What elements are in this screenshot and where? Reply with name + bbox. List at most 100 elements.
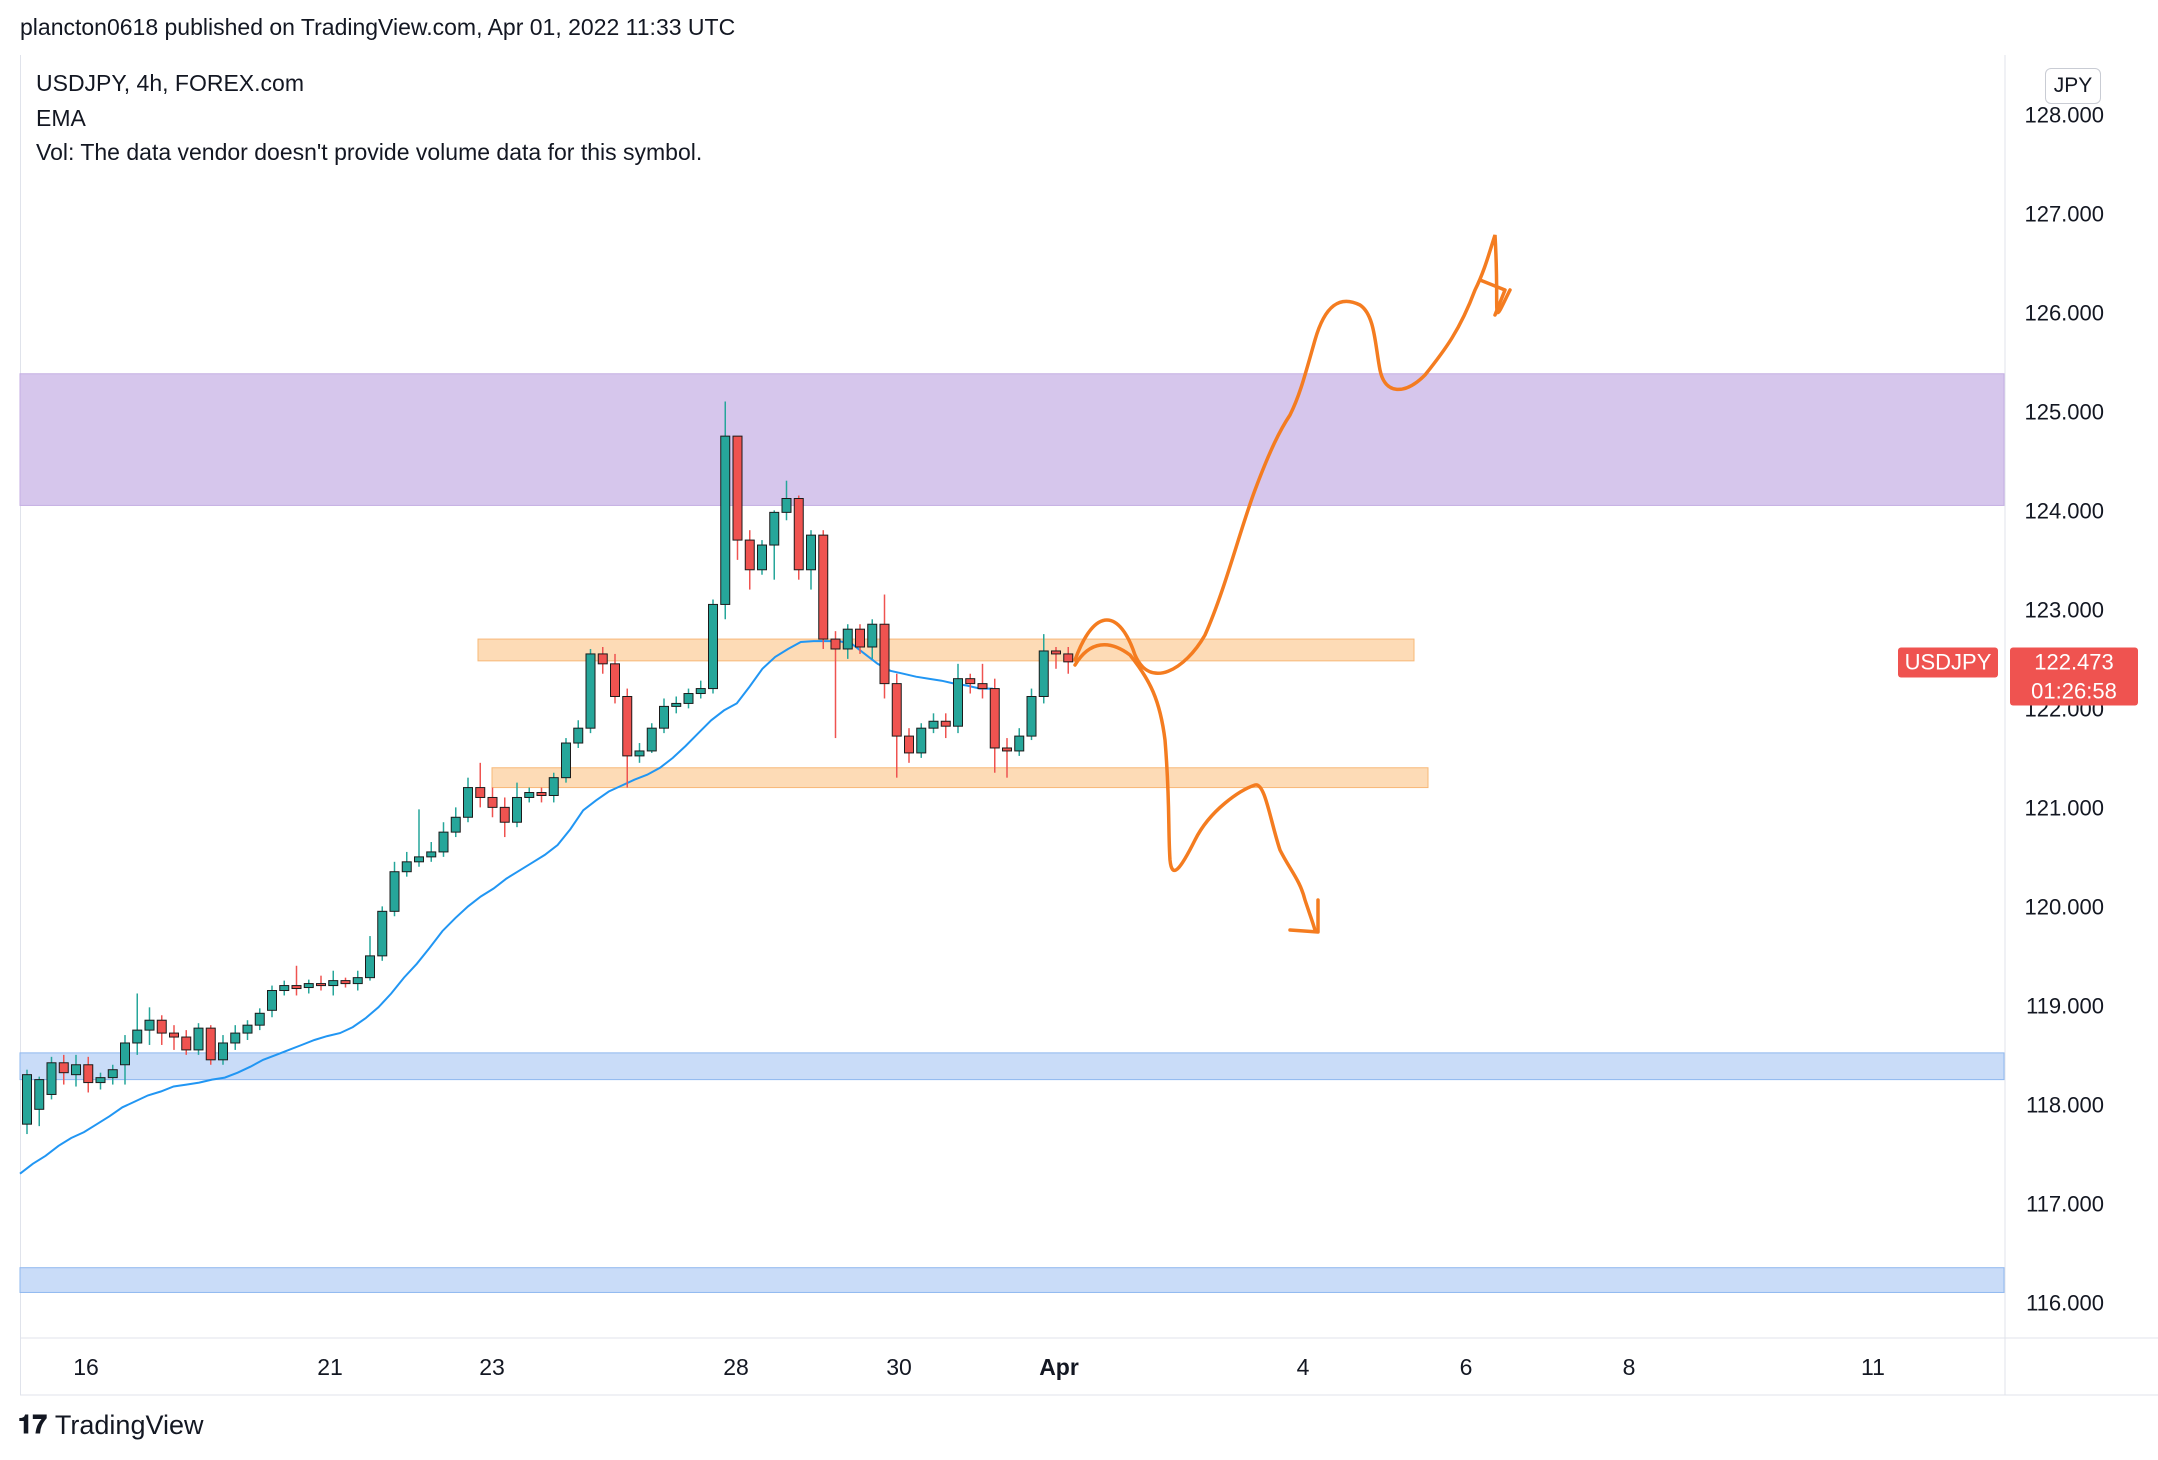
candle-body [953, 678, 963, 727]
candle [205, 1025, 216, 1065]
price-tick-label: 125.000 [2024, 399, 2104, 424]
candle [1026, 688, 1037, 741]
candles-layer [22, 401, 1074, 1135]
price-tick-label: 119.000 [2026, 993, 2104, 1018]
price-tick-label: 117.000 [2026, 1191, 2104, 1216]
candle-body [107, 1069, 118, 1079]
candle-body [316, 983, 326, 987]
candle [365, 936, 375, 981]
candle-body [230, 1032, 241, 1044]
candle-body [512, 796, 522, 823]
candle [793, 495, 804, 580]
candle [683, 688, 694, 709]
candle-body [879, 623, 890, 685]
candle [904, 728, 914, 763]
candle [475, 762, 486, 808]
candle [597, 646, 608, 674]
candle [34, 1076, 45, 1127]
candle [193, 1023, 204, 1055]
candle-body [279, 985, 290, 992]
candle [891, 673, 902, 778]
bearish-projection-path [1073, 643, 1317, 932]
zones-layer [19, 373, 2005, 1293]
candle [1014, 728, 1025, 756]
candle-body [426, 851, 437, 858]
candle [352, 970, 363, 991]
price-tick-label: 121.000 [2024, 795, 2104, 820]
candle-body [732, 435, 743, 541]
candle [254, 1008, 265, 1031]
candle-body [34, 1079, 45, 1110]
candle-body [561, 742, 571, 779]
candle-body [83, 1064, 94, 1084]
candle-body [242, 1024, 253, 1034]
candle [769, 510, 780, 580]
candle [928, 713, 939, 734]
candle-body [401, 861, 412, 873]
candle-body [58, 1062, 69, 1074]
candle-body [303, 983, 314, 989]
candle-body [1051, 650, 1061, 655]
candle-body [548, 777, 559, 796]
candle-body [806, 534, 816, 571]
candle [512, 782, 522, 828]
candle-body [450, 816, 461, 833]
brand-name: TradingView [54, 1410, 204, 1440]
candle [610, 653, 620, 704]
zone-support-resistance [491, 767, 1429, 789]
symbol-price-label-text: USDJPY [1905, 650, 1992, 675]
candle-body [22, 1074, 32, 1125]
candle-body [891, 683, 902, 737]
time-axis-layer: 16 21 23 28 30 Apr 4 6 8 11 [20, 1337, 2158, 1396]
candle-body [916, 727, 927, 754]
candle [22, 1069, 32, 1135]
candle [1063, 646, 1074, 674]
candle-body [377, 910, 388, 957]
candle [646, 723, 657, 753]
candle [524, 787, 535, 803]
candle [218, 1035, 228, 1065]
bearish-arrowhead [1288, 898, 1320, 934]
candle-body [181, 1036, 192, 1051]
symbol-legend[interactable]: USDJPY, 4h, FOREX.com [36, 70, 304, 96]
price-tick-label: 116.000 [2026, 1290, 2104, 1315]
price-tick-label: 126.000 [2024, 300, 2104, 325]
ema-layer [19, 640, 993, 1175]
zone-support-resistance [477, 638, 1415, 662]
candle-body [683, 693, 694, 704]
candle-body [132, 1029, 143, 1044]
candle-body [536, 792, 547, 796]
candle [438, 822, 449, 857]
candle [953, 663, 963, 734]
volume-legend: Vol: The data vendor doesn't provide vol… [36, 139, 703, 165]
zone-resistance [19, 373, 2005, 506]
candle-body [977, 683, 988, 690]
candle-body [622, 695, 633, 757]
candle [622, 688, 633, 788]
candle [855, 624, 865, 654]
time-tick-label: 28 [723, 1354, 749, 1380]
candle [242, 1020, 253, 1041]
candle-body [291, 985, 302, 990]
candle [450, 807, 461, 838]
currency-button[interactable]: JPY [2045, 68, 2101, 104]
tradingview-logo-icon: 𝟏𝟕 [18, 1410, 47, 1440]
time-tick-label: 8 [1623, 1354, 1636, 1380]
candle-body [708, 603, 718, 690]
zone-support [19, 1267, 2005, 1293]
footer-brand[interactable]: 𝟏𝟕 TradingView [18, 1410, 204, 1441]
candle [499, 797, 510, 838]
candle [279, 980, 290, 996]
candle-body [46, 1062, 57, 1095]
candle [634, 743, 645, 763]
ema-legend[interactable]: EMA [36, 105, 86, 131]
candle-body [71, 1064, 81, 1076]
candle-body [940, 720, 951, 727]
price-chart[interactable]: 128.000 127.000 126.000 125.000 124.000 123.0… [0, 0, 2158, 1400]
candle-body [904, 735, 914, 754]
candle-body [842, 628, 853, 650]
candle [940, 713, 951, 739]
candle-body [928, 720, 939, 729]
candle-body [169, 1032, 179, 1038]
candle [781, 480, 792, 521]
